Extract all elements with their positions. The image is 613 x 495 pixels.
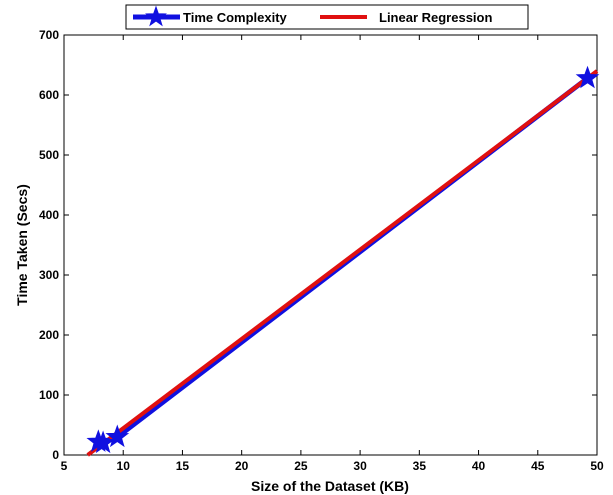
legend-label-linear-regression: Linear Regression <box>379 10 492 25</box>
y-tick-label: 100 <box>39 388 59 402</box>
y-axis-label: Time Taken (Secs) <box>14 184 30 306</box>
y-tick-label: 0 <box>52 448 59 462</box>
plot-area: 5 10 15 20 25 30 35 40 45 50 0 100 200 300 400 500 600 7… <box>39 28 604 473</box>
legend-star-icon <box>145 5 167 27</box>
series-layer <box>86 65 600 457</box>
x-tick-label: 40 <box>472 459 486 473</box>
x-axis: 5 10 15 20 25 30 35 40 45 50 <box>61 35 604 473</box>
x-tick-label: 10 <box>117 459 131 473</box>
x-tick-label: 50 <box>590 459 604 473</box>
data-point-time-complexity <box>105 424 130 448</box>
y-tick-label: 400 <box>39 208 59 222</box>
x-tick-label: 35 <box>413 459 427 473</box>
series-line-linear-regression <box>86 69 599 457</box>
legend-label-time-complexity: Time Complexity <box>183 10 288 25</box>
x-tick-label: 5 <box>61 459 68 473</box>
x-tick-label: 20 <box>235 459 249 473</box>
y-tick-label: 600 <box>39 88 59 102</box>
x-tick-label: 25 <box>294 459 308 473</box>
y-tick-label: 200 <box>39 328 59 342</box>
y-tick-label: 300 <box>39 268 59 282</box>
x-axis-label: Size of the Dataset (KB) <box>251 478 409 494</box>
y-tick-label: 700 <box>39 28 59 42</box>
x-tick-label: 30 <box>353 459 367 473</box>
y-axis: 0 100 200 300 400 500 600 700 <box>39 28 597 462</box>
data-point-time-complexity <box>575 65 600 89</box>
data-point-time-complexity <box>91 430 115 454</box>
x-tick-label: 15 <box>176 459 190 473</box>
y-tick-label: 500 <box>39 148 59 162</box>
legend: Time Complexity Linear Regression <box>125 4 529 30</box>
x-tick-label: 45 <box>531 459 545 473</box>
axes-box <box>63 34 598 456</box>
